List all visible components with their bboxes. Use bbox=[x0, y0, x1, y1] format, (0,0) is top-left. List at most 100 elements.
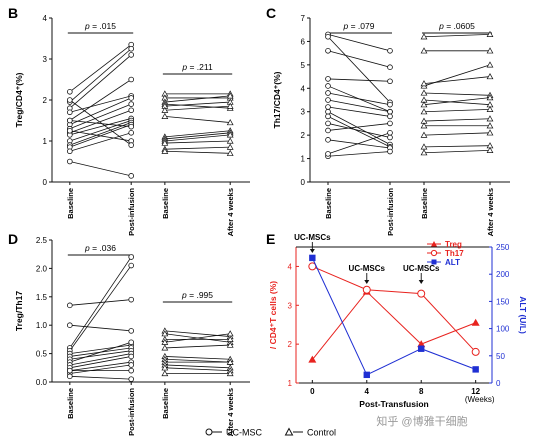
legend-uc-msc-marker bbox=[205, 428, 213, 436]
uc-msc-point bbox=[325, 47, 331, 54]
control-pair-line bbox=[164, 95, 231, 103]
y-axis-label: Treg/Th17 bbox=[14, 291, 24, 331]
uc-msc-pair-line bbox=[327, 99, 391, 113]
series-line-alt bbox=[311, 257, 476, 376]
x-tick-label: Baseline bbox=[66, 188, 75, 219]
uc-msc-point bbox=[128, 173, 135, 179]
control-pair-line bbox=[164, 134, 231, 142]
control-point bbox=[420, 108, 428, 115]
x-tick-label: After 4 weeks bbox=[226, 188, 235, 236]
uc-msc-pair-line bbox=[69, 120, 132, 142]
uc-msc-point bbox=[325, 97, 331, 103]
uc-msc-pair-line bbox=[327, 116, 391, 148]
panel-c-letter: C bbox=[266, 5, 276, 21]
y-tick-label: 0.5 bbox=[36, 350, 48, 359]
x-tick-label: Baseline bbox=[66, 388, 75, 419]
control-point bbox=[486, 129, 494, 136]
uc-msc-pair-line bbox=[69, 265, 132, 351]
x-tick-label: After 4 weeks bbox=[226, 388, 235, 436]
y-tick-label: 4 bbox=[288, 262, 293, 271]
p-value-label: p = .0605 bbox=[438, 21, 475, 31]
control-point bbox=[420, 33, 428, 40]
uc-msc-pair-line bbox=[69, 324, 132, 332]
legend-uc-msc-label: UC-MSC bbox=[226, 428, 262, 438]
control-pair-line bbox=[423, 34, 491, 38]
uc-msc-pair-line bbox=[69, 109, 132, 134]
control-point bbox=[420, 80, 428, 87]
control-point bbox=[226, 143, 234, 150]
p-value-label: p = .079 bbox=[343, 21, 375, 31]
uc-msc-point bbox=[67, 302, 73, 309]
uc-msc-pair-line bbox=[69, 353, 132, 366]
uc-msc-point bbox=[325, 120, 331, 127]
uc-msc-point bbox=[325, 127, 331, 134]
annotation-label: UC-MSCs bbox=[294, 233, 331, 242]
y-tick-label: 0.0 bbox=[36, 378, 48, 387]
y-tick-label: 2 bbox=[43, 96, 48, 105]
uc-msc-pair-line bbox=[69, 44, 132, 93]
control-point bbox=[486, 47, 494, 54]
uc-msc-point bbox=[387, 47, 393, 54]
y-tick-label: 0 bbox=[43, 178, 48, 187]
legend-marker-treg bbox=[431, 241, 437, 247]
x-tick-label: Baseline bbox=[161, 388, 170, 419]
uc-msc-pair-line bbox=[69, 122, 132, 146]
uc-msc-pair-line bbox=[69, 161, 132, 177]
treg-point bbox=[308, 355, 317, 363]
y-tick-label: 1 bbox=[288, 379, 293, 388]
control-pair-line bbox=[164, 367, 231, 372]
panel-e-letter: E bbox=[266, 231, 275, 247]
p-value-label: p = .995 bbox=[181, 290, 213, 300]
control-point bbox=[420, 131, 428, 138]
control-pair-line bbox=[423, 92, 491, 96]
x-tick-label: 0 bbox=[310, 387, 315, 396]
uc-msc-pair-line bbox=[327, 123, 391, 138]
uc-msc-point bbox=[325, 90, 331, 96]
y-tick-label: 2 bbox=[301, 131, 306, 140]
control-point bbox=[161, 112, 169, 119]
uc-msc-pair-line bbox=[327, 92, 391, 106]
uc-msc-point bbox=[128, 353, 135, 360]
control-point bbox=[226, 149, 234, 156]
th17-point bbox=[471, 347, 480, 356]
control-point bbox=[226, 330, 234, 337]
legend-marker-alt bbox=[431, 259, 437, 265]
control-pair-line bbox=[164, 330, 231, 337]
x-tick-label: 12 bbox=[471, 387, 480, 396]
control-point bbox=[420, 122, 428, 129]
control-point bbox=[226, 119, 234, 126]
th17-point bbox=[417, 289, 426, 298]
control-point bbox=[486, 122, 494, 129]
x-tick-label: Post-infusion bbox=[127, 188, 136, 236]
control-pair-line bbox=[164, 132, 231, 140]
legend-marker-th17 bbox=[430, 249, 438, 257]
uc-msc-pair-line bbox=[327, 36, 391, 103]
control-pair-line bbox=[423, 145, 491, 148]
uc-msc-pair-line bbox=[327, 123, 391, 131]
uc-msc-pair-line bbox=[69, 256, 132, 349]
y-tick-label: 7 bbox=[301, 14, 306, 23]
legend-label-alt: ALT bbox=[445, 258, 460, 267]
control-pair-line bbox=[164, 105, 231, 111]
uc-msc-point bbox=[128, 367, 135, 374]
control-pair-line bbox=[423, 108, 491, 113]
uc-msc-point bbox=[128, 328, 135, 334]
uc-msc-point bbox=[67, 367, 73, 374]
uc-msc-pair-line bbox=[327, 78, 391, 82]
control-point bbox=[420, 47, 428, 54]
watermark-text: 知乎 @博雅干细胞 bbox=[376, 414, 467, 428]
annotation-arrowhead bbox=[418, 280, 424, 284]
uc-msc-point bbox=[67, 148, 73, 155]
uc-msc-pair-line bbox=[69, 54, 132, 109]
alt-point bbox=[418, 345, 425, 352]
uc-msc-pair-line bbox=[69, 97, 132, 125]
uc-msc-point bbox=[128, 123, 135, 130]
uc-msc-point bbox=[128, 130, 135, 136]
uc-msc-point bbox=[128, 339, 135, 346]
uc-msc-point bbox=[67, 322, 73, 329]
uc-msc-point bbox=[128, 296, 135, 303]
legend-control-marker bbox=[284, 427, 294, 436]
uc-msc-point bbox=[387, 148, 393, 155]
uc-msc-point bbox=[128, 101, 135, 107]
